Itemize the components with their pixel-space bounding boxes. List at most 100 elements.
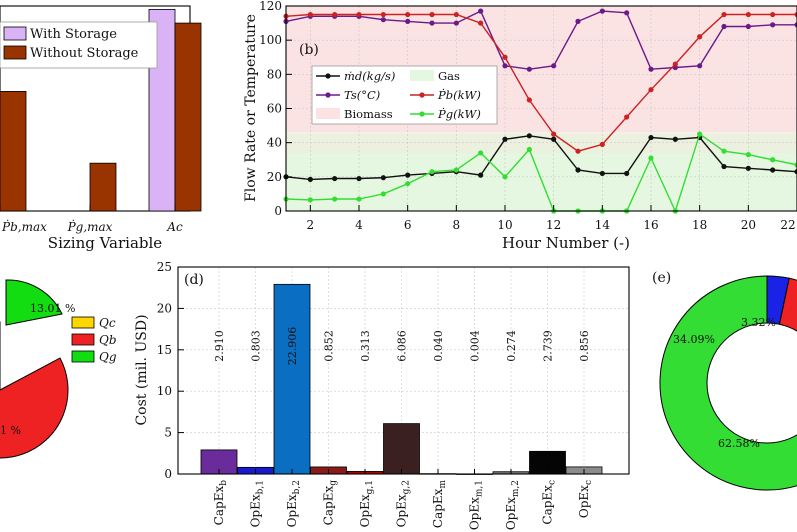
- series-1-point-9: [502, 63, 508, 69]
- cost-bar-5: [383, 423, 420, 475]
- panel-d-ytick-label-2: 10: [157, 384, 172, 398]
- series-1-point-10: [526, 66, 532, 72]
- series-1-point-7: [453, 20, 459, 26]
- pie-c-slice-qb: [0, 321, 69, 459]
- series-2-point-8: [478, 20, 484, 26]
- panel-b-y-axis-label: Flow Rate or Temperature: [243, 14, 259, 202]
- panel-b-ytick-label-1: 20: [267, 170, 282, 184]
- legend-swatch-qg: [71, 350, 95, 363]
- panel-a-x-axis-label: Sizing Variable: [48, 234, 163, 252]
- cost-value-label-1: 0.803: [250, 330, 263, 362]
- panel-d-ytick-label-0: 0: [164, 467, 172, 481]
- series-1-point-11: [551, 63, 557, 69]
- series-1-point-21: [794, 22, 797, 28]
- legend-label-with-storage: With Storage: [30, 27, 117, 42]
- series-3-point-5: [405, 181, 411, 187]
- legend-marker-pb: [419, 92, 425, 98]
- series-0-point-11: [551, 136, 557, 142]
- panel-b-ytick-label-2: 40: [267, 136, 282, 150]
- cost-bar-2: [273, 283, 311, 475]
- legend-label-gas: Gas: [438, 69, 460, 83]
- panel-d-ytick-label-3: 15: [157, 343, 172, 357]
- panel-b-legend: ṁd(kg/s) Gas Ts(°C) Ṗb(kW) Biomass Ṗg(kW…: [311, 65, 498, 125]
- panel-b-ticks: 0 20 40 60 80 100 120 2 4 6 8 10 12 14 16 18 20 22: [259, 0, 797, 232]
- panel-d-xtick-label-6: CapExm: [431, 480, 448, 529]
- legend-marker-md: [325, 73, 331, 79]
- series-1-point-8: [478, 8, 484, 14]
- series-0-point-19: [745, 165, 751, 171]
- series-1-point-13: [599, 8, 605, 14]
- panel-b-ytick-label-4: 80: [267, 67, 282, 81]
- series-line-0: [285, 135, 797, 181]
- panel-d-y-axis-label: Cost (mil. USD): [134, 314, 150, 425]
- series-3-point-3: [356, 196, 362, 202]
- cost-value-label-3: 0.852: [323, 330, 336, 362]
- panel-d-xtick-label-1: OpExb,1: [249, 480, 266, 527]
- series-1-point-6: [429, 20, 435, 26]
- panel-b-xtick-label-4: 10: [497, 218, 512, 232]
- series-0-point-15: [648, 134, 654, 141]
- series-2-point-2: [332, 11, 338, 18]
- panel-b-xtick-label-7: 16: [643, 218, 658, 232]
- series-2-point-18: [721, 11, 727, 18]
- series-0-point-18: [721, 163, 727, 170]
- legend-swatch-without-storage: [3, 45, 27, 60]
- cost-value-label-2: 22.906: [286, 327, 299, 366]
- panel-b-xtick-label-5: 12: [546, 218, 561, 232]
- series-2-point-7: [453, 11, 459, 18]
- panel-b-xtick-label-8: 18: [692, 218, 707, 232]
- panel-a-xtick-label-1: Ṗg,max: [67, 219, 113, 234]
- series-1-point-18: [721, 23, 727, 30]
- legend-swatch-gas: [410, 70, 434, 81]
- series-0-point-10: [526, 133, 532, 139]
- panel-b-ytick-label-3: 60: [267, 102, 282, 116]
- series-0-point-8: [478, 172, 484, 178]
- legend-label-qg: Qg: [99, 350, 117, 364]
- panel-b-series-lines: [283, 8, 797, 214]
- panel-d-cost-bar-chart: 2.910 0.803 22.906 0.852 0.313 6.086 0.040 0.00…: [134, 260, 630, 530]
- series-3-point-20: [770, 157, 776, 163]
- panel-b-hourly-line-chart: 0 20 40 60 80 100 120 2 4 6 8 10 12 14 16 18 20 22 (b) Fl…: [243, 0, 797, 252]
- legend-label-qb: Qb: [99, 333, 117, 347]
- series-0-point-12: [575, 167, 581, 173]
- pie-c-legend: Qc Qb Qg: [71, 316, 117, 364]
- panel-d-ytick-label-5: 25: [157, 260, 172, 274]
- series-2-point-19: [745, 11, 751, 18]
- cost-value-label-6: 0.040: [432, 330, 445, 362]
- panel-b-xtick-label-6: 14: [595, 218, 611, 232]
- series-line-3: [285, 132, 797, 213]
- panel-e-label: (e): [652, 270, 671, 286]
- series-3-point-7: [453, 167, 459, 173]
- series-2-point-14: [624, 114, 630, 120]
- series-2-point-9: [502, 54, 508, 60]
- panel-c-pie-chart: 13.01 % 1 % Qc Qb Qg: [0, 279, 117, 459]
- series-3-point-18: [721, 148, 727, 154]
- cost-value-label-7: 0.004: [469, 330, 482, 362]
- pie-c-slice-qg: [5, 279, 63, 326]
- series-2-point-3: [356, 11, 362, 18]
- series-2-point-11: [551, 131, 557, 137]
- panel-d-xtick-label-4: OpExg,1: [358, 480, 375, 527]
- panel-d-xtick-label-0: CapExb: [212, 480, 229, 526]
- series-3-point-21: [794, 162, 797, 168]
- series-1-point-15: [648, 66, 654, 72]
- panel-b-xtick-label-1: 4: [355, 218, 363, 232]
- legend-swatch-qc: [71, 316, 95, 329]
- cost-value-label-10: 0.856: [578, 330, 591, 362]
- pie-e-label-0: 3.32%: [741, 316, 776, 329]
- series-0-point-13: [599, 170, 605, 177]
- series-3-point-19: [745, 152, 751, 158]
- cost-value-label-0: 2.910: [213, 330, 226, 362]
- panel-d-plot-frame: [177, 266, 630, 475]
- panel-a-x-tick-labels: Ṗb,max Ṗg,max Ac: [0, 205, 183, 234]
- legend-swatch-biomass: [316, 108, 340, 119]
- series-0-point-1: [307, 176, 313, 182]
- series-2-point-13: [599, 141, 605, 147]
- panel-d-xtick-label-3: CapExg: [322, 480, 339, 526]
- pie-c-label-qg: 13.01 %: [30, 302, 75, 315]
- pie-e-label-1: 34.09%: [673, 333, 715, 346]
- panel-d-ytick-label-1: 5: [164, 426, 172, 440]
- series-line-2: [285, 13, 797, 152]
- series-2-point-21: [794, 11, 797, 18]
- series-3-point-2: [332, 196, 338, 202]
